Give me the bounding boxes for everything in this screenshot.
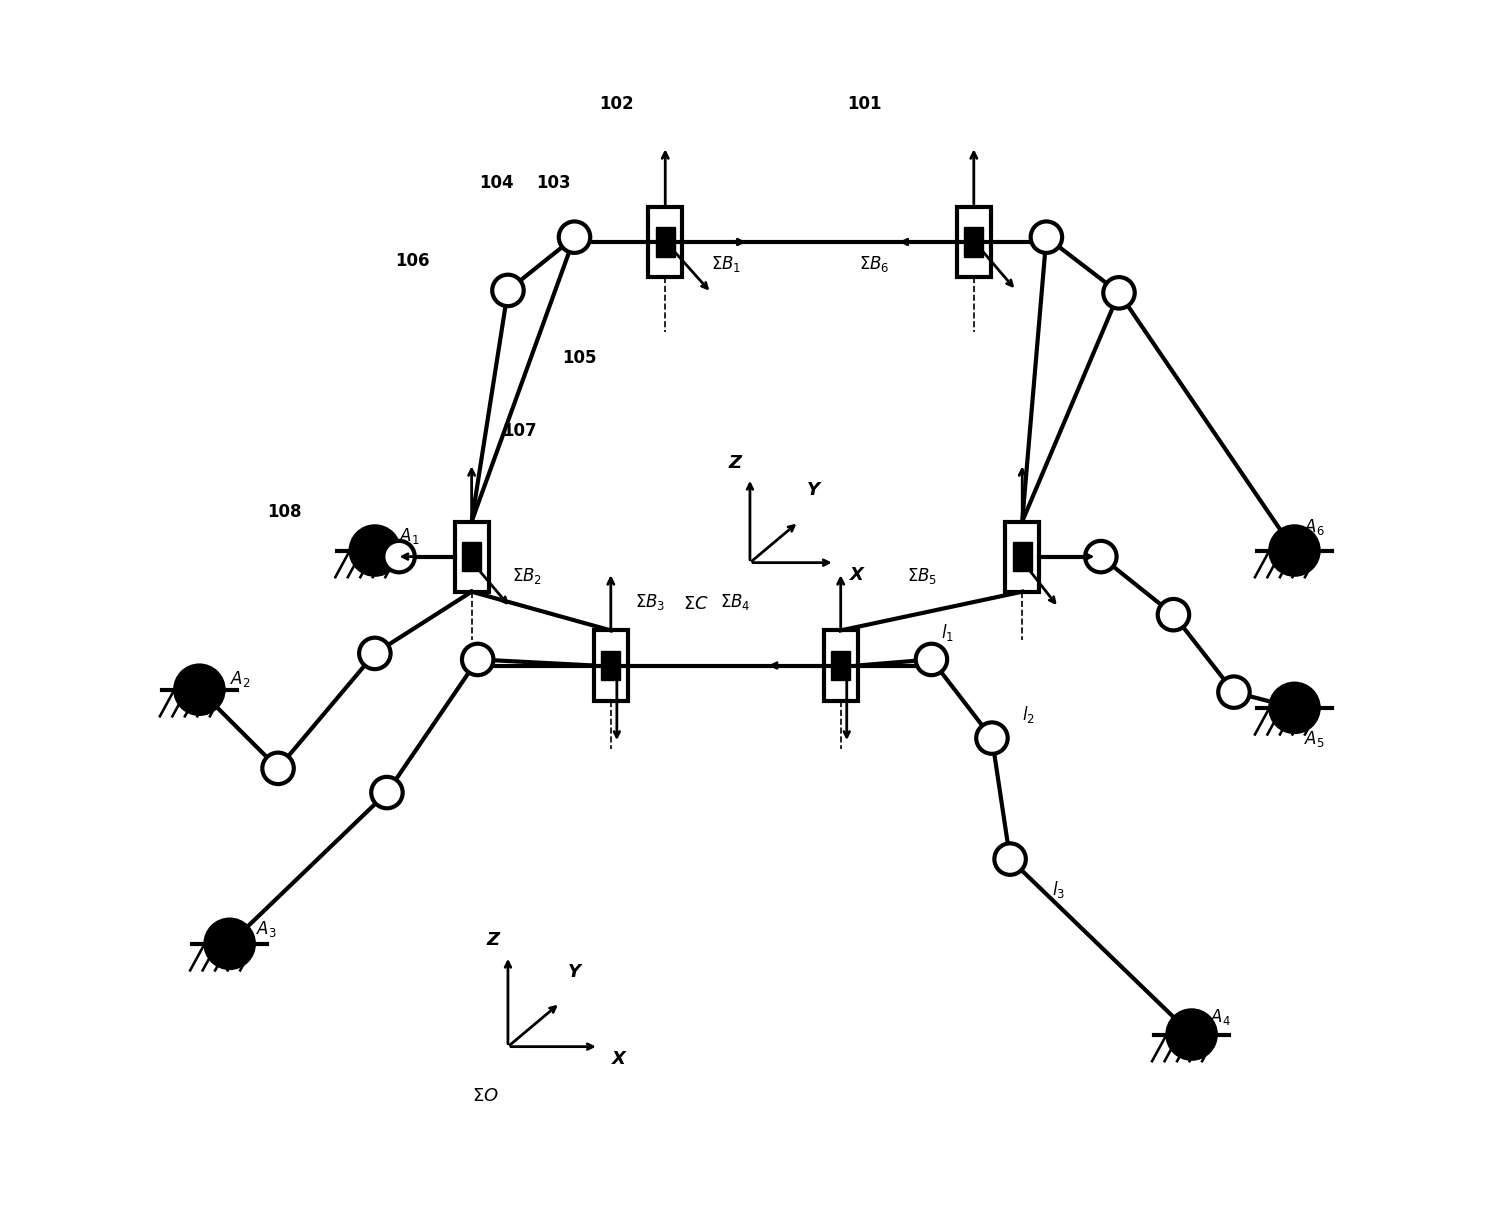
- Circle shape: [360, 638, 390, 669]
- Bar: [1005, 522, 1039, 592]
- Text: $\Sigma B_2$: $\Sigma B_2$: [511, 566, 541, 586]
- Text: $\Sigma B_3$: $\Sigma B_3$: [635, 593, 665, 612]
- Text: $\Sigma O$: $\Sigma O$: [472, 1087, 499, 1105]
- Text: Z: Z: [729, 455, 742, 472]
- Text: 103: 103: [535, 173, 570, 191]
- Circle shape: [559, 221, 590, 253]
- Text: X: X: [612, 1050, 626, 1067]
- Text: $A_5$: $A_5$: [1305, 730, 1325, 749]
- Text: X: X: [850, 566, 863, 583]
- Circle shape: [1158, 599, 1188, 630]
- Text: 108: 108: [266, 502, 301, 520]
- Bar: [824, 630, 857, 701]
- Text: $A_4$: $A_4$: [1210, 1008, 1231, 1027]
- Bar: [594, 630, 627, 701]
- Circle shape: [916, 644, 947, 675]
- Bar: [463, 542, 481, 571]
- Circle shape: [1167, 1010, 1216, 1059]
- Text: $\Sigma B_5$: $\Sigma B_5$: [907, 566, 937, 586]
- Bar: [1013, 542, 1031, 571]
- Text: Y: Y: [806, 482, 820, 499]
- Text: 104: 104: [479, 173, 514, 191]
- Circle shape: [262, 753, 293, 784]
- Text: $l_1$: $l_1$: [940, 622, 954, 643]
- Text: $A_6$: $A_6$: [1305, 518, 1325, 537]
- Circle shape: [1086, 541, 1116, 572]
- Text: $A_1$: $A_1$: [399, 526, 420, 546]
- Text: $\Sigma B_4$: $\Sigma B_4$: [720, 593, 750, 612]
- Text: Y: Y: [569, 963, 581, 980]
- Text: $A_3$: $A_3$: [256, 920, 277, 939]
- Circle shape: [372, 777, 402, 808]
- Text: 107: 107: [502, 421, 537, 439]
- Circle shape: [1219, 676, 1250, 708]
- Text: Z: Z: [487, 932, 500, 949]
- Circle shape: [1104, 277, 1134, 309]
- Circle shape: [351, 526, 399, 575]
- Text: 102: 102: [600, 94, 634, 113]
- Circle shape: [995, 843, 1025, 875]
- Circle shape: [175, 666, 224, 714]
- Text: $A_2$: $A_2$: [230, 669, 249, 688]
- Text: 101: 101: [848, 94, 881, 113]
- Circle shape: [493, 275, 523, 306]
- Bar: [957, 207, 990, 277]
- Circle shape: [1270, 526, 1318, 575]
- Bar: [656, 227, 674, 257]
- Circle shape: [384, 541, 414, 572]
- Text: $\Sigma C$: $\Sigma C$: [683, 594, 709, 612]
- Bar: [832, 651, 850, 680]
- Text: 105: 105: [562, 348, 597, 367]
- Bar: [649, 207, 682, 277]
- Text: 106: 106: [395, 252, 429, 270]
- Circle shape: [206, 920, 254, 968]
- Text: $\Sigma B_6$: $\Sigma B_6$: [859, 254, 889, 273]
- Circle shape: [1031, 221, 1061, 253]
- Circle shape: [977, 722, 1007, 754]
- Bar: [455, 522, 488, 592]
- Circle shape: [1270, 684, 1318, 732]
- Circle shape: [463, 644, 493, 675]
- Bar: [965, 227, 983, 257]
- Text: $l_3$: $l_3$: [1052, 880, 1066, 900]
- Text: $l_2$: $l_2$: [1022, 704, 1036, 725]
- Bar: [602, 651, 620, 680]
- Text: $\Sigma B_1$: $\Sigma B_1$: [711, 254, 741, 273]
